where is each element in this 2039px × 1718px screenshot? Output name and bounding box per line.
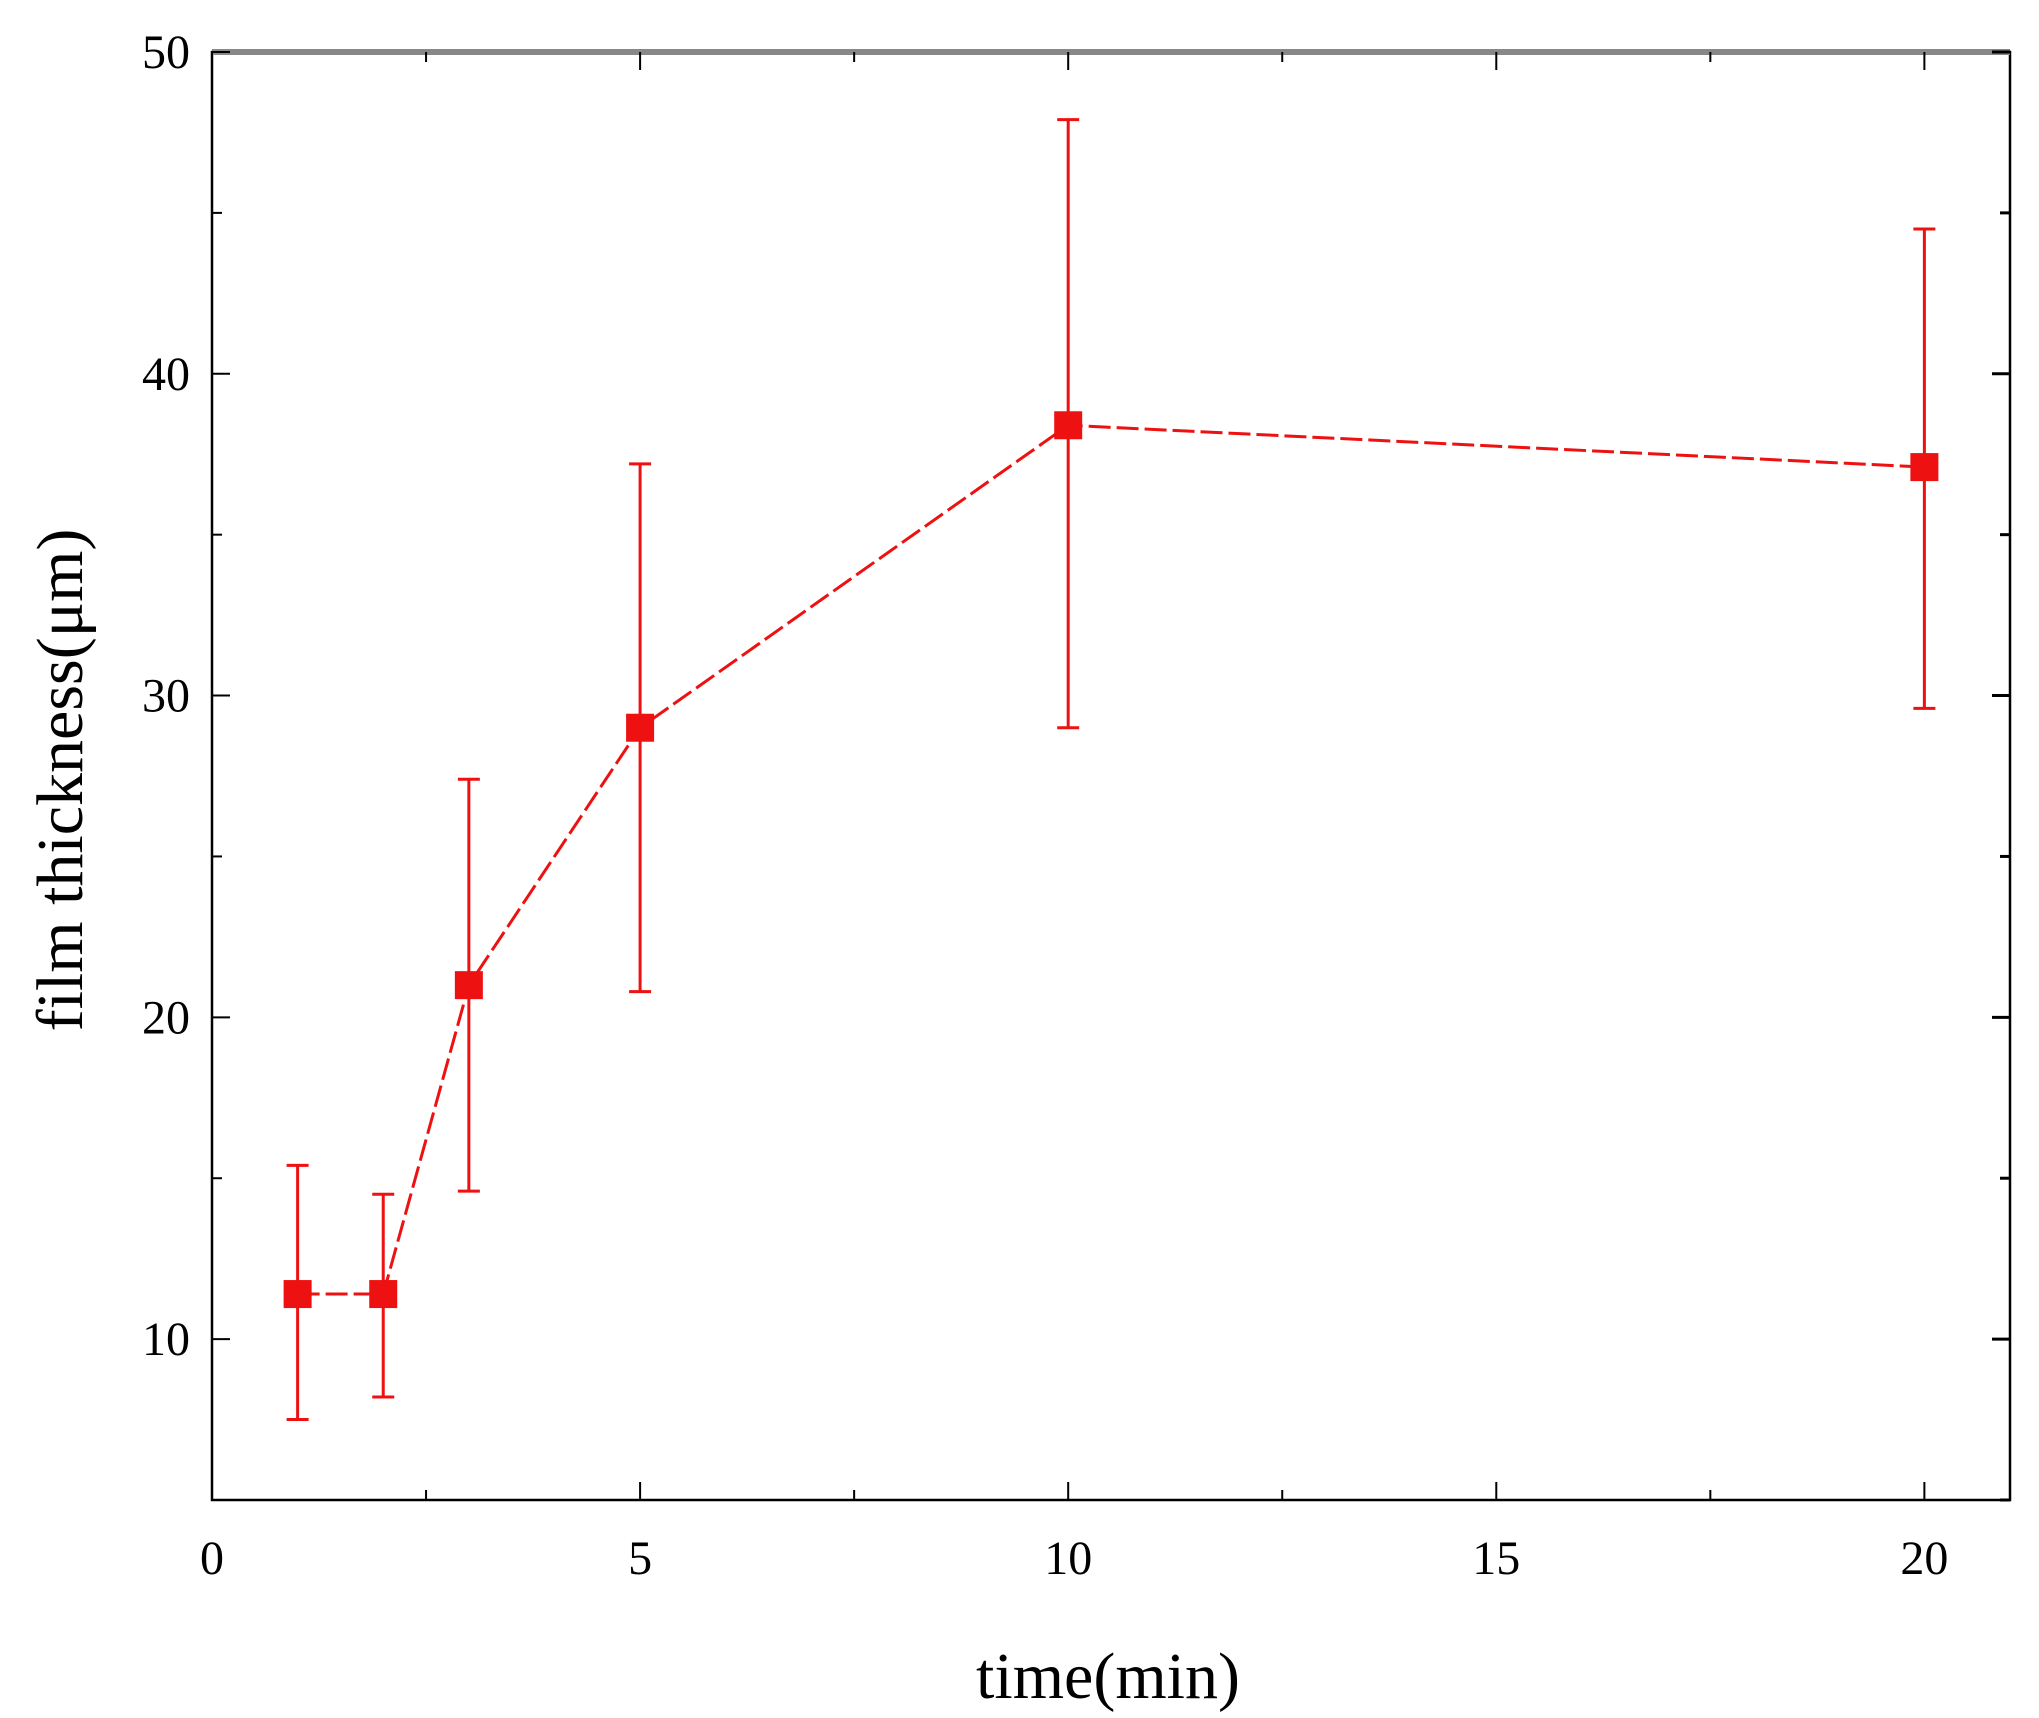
y-axis-title: film thickness(μm) <box>24 529 97 1032</box>
y-tick-label: 40 <box>142 348 190 401</box>
y-tick-label: 30 <box>142 670 190 723</box>
x-axis-title: time(min) <box>976 1640 1240 1713</box>
data-point <box>1054 411 1083 440</box>
y-tick-label: 10 <box>142 1313 190 1366</box>
y-tick-label: 20 <box>142 991 190 1044</box>
x-tick-label: 10 <box>1044 1532 1092 1585</box>
x-tick-label: 20 <box>1900 1532 1948 1585</box>
data-point <box>283 1280 312 1309</box>
data-point <box>626 713 655 742</box>
data-point <box>369 1280 398 1309</box>
x-tick-label: 5 <box>628 1532 652 1585</box>
x-tick-label: 15 <box>1472 1532 1520 1585</box>
plot-frame <box>210 50 2012 1502</box>
data-point <box>454 971 483 1000</box>
axes: 0 5 10 15 20 10 20 30 40 50 <box>142 26 2012 1585</box>
y-tick-label: 50 <box>142 26 190 79</box>
data-point <box>1910 453 1939 482</box>
plot-data <box>283 118 1939 1422</box>
series-line <box>297 423 1925 1296</box>
x-tick-label: 0 <box>200 1532 224 1585</box>
